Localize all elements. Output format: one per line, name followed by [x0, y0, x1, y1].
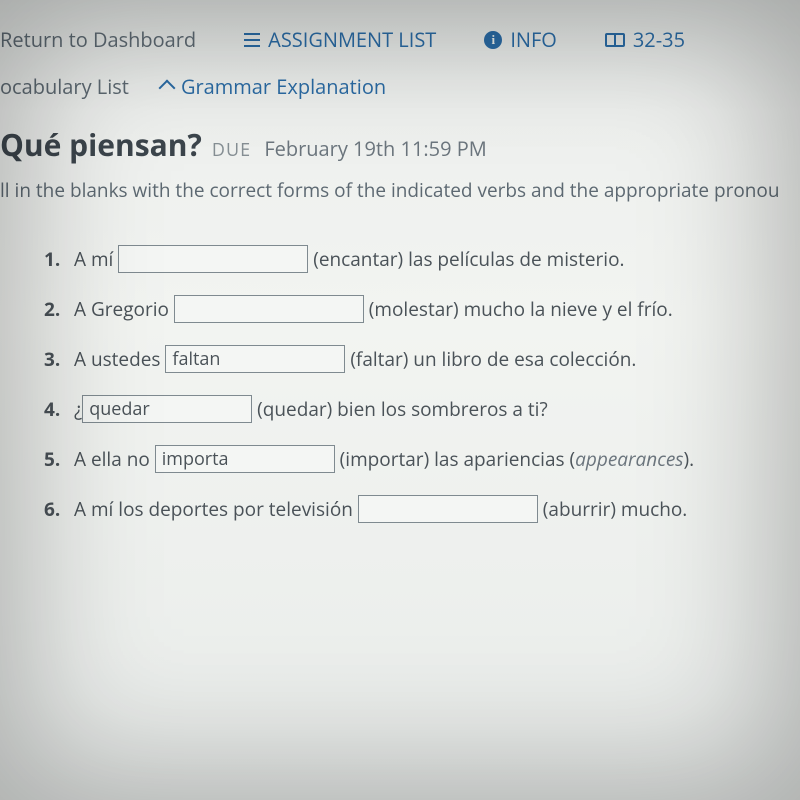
question-number: 4.: [44, 396, 66, 422]
sub-nav: ocabulary List Grammar Explanation: [0, 67, 800, 118]
question-row: 4. ¿ (quedar) bien los sombreros a ti?: [44, 395, 800, 423]
question-pre-text: A Gregorio: [74, 296, 174, 322]
assignment-screen: Return to Dashboard ASSIGNMENT LIST i IN…: [0, 0, 800, 800]
assignment-list-link[interactable]: ASSIGNMENT LIST: [244, 26, 436, 53]
top-nav: Return to Dashboard ASSIGNMENT LIST i IN…: [0, 18, 800, 67]
assignment-list-label: ASSIGNMENT LIST: [268, 26, 436, 53]
answer-input[interactable]: [174, 295, 364, 323]
info-label: INFO: [510, 26, 557, 53]
vocabulary-list-link[interactable]: ocabulary List: [0, 73, 129, 100]
question-number: 5.: [44, 446, 66, 472]
question-pre-text: ¿: [74, 396, 82, 422]
question-after-text: (quedar) bien los sombreros a ti?: [252, 396, 547, 422]
grammar-explanation-label: Grammar Explanation: [181, 73, 386, 100]
question-after-text: (faltar) un libro de esa colección.: [345, 346, 636, 372]
instructions-text: ll in the blanks with the correct forms …: [0, 173, 800, 245]
question-tail-text: ).: [684, 446, 695, 472]
question-number: 6.: [44, 496, 66, 522]
due-block: DUE February 19th 11:59 PM: [206, 135, 487, 162]
due-date: February 19th 11:59 PM: [264, 135, 486, 162]
question-list: 1. A mí (encantar) las películas de miste…: [0, 245, 800, 523]
info-icon: i: [484, 31, 502, 49]
question-italic-text: appearances: [575, 446, 683, 472]
question-number: 2.: [44, 296, 66, 322]
assignment-title: Qué piensan?: [0, 124, 202, 165]
question-row: 1. A mí (encantar) las películas de miste…: [44, 245, 800, 273]
return-dashboard-link[interactable]: Return to Dashboard: [0, 26, 196, 53]
assignment-header: Qué piensan? DUE February 19th 11:59 PM: [0, 118, 800, 173]
question-after-text: (molestar) mucho la nieve y el frío.: [364, 296, 673, 322]
grammar-explanation-link[interactable]: Grammar Explanation: [159, 73, 386, 100]
answer-input[interactable]: [82, 395, 252, 423]
question-row: 2. A Gregorio (molestar) mucho la nieve y…: [44, 295, 800, 323]
question-row: 3. A ustedes (faltar) un libro de esa col…: [44, 345, 800, 373]
answer-input[interactable]: [118, 245, 308, 273]
question-after-text: (encantar) las películas de misterio.: [308, 246, 624, 272]
question-pre-text: A mí los deportes por televisión: [74, 496, 358, 522]
answer-input[interactable]: [165, 345, 345, 373]
question-pre-text: A mí: [74, 246, 118, 272]
book-icon: [605, 33, 625, 47]
question-number: 1.: [44, 246, 66, 272]
answer-input[interactable]: [155, 445, 335, 473]
info-link[interactable]: i INFO: [484, 26, 557, 53]
question-number: 3.: [44, 346, 66, 372]
list-icon: [244, 33, 260, 47]
question-row: 6. A mí los deportes por televisión (abur…: [44, 495, 800, 523]
answer-input[interactable]: [358, 495, 538, 523]
question-row: 5. A ella no (importar) las apariencias (…: [44, 445, 800, 473]
question-pre-text: A ustedes: [74, 346, 165, 372]
arrow-icon: [159, 80, 173, 94]
due-label: DUE: [212, 138, 251, 162]
page-range-link[interactable]: 32-35: [605, 26, 685, 53]
question-after-text: (aburrir) mucho.: [538, 496, 687, 522]
question-after-text: (importar) las apariencias (: [335, 446, 575, 472]
question-pre-text: A ella no: [74, 446, 155, 472]
page-range-label: 32-35: [633, 26, 685, 53]
